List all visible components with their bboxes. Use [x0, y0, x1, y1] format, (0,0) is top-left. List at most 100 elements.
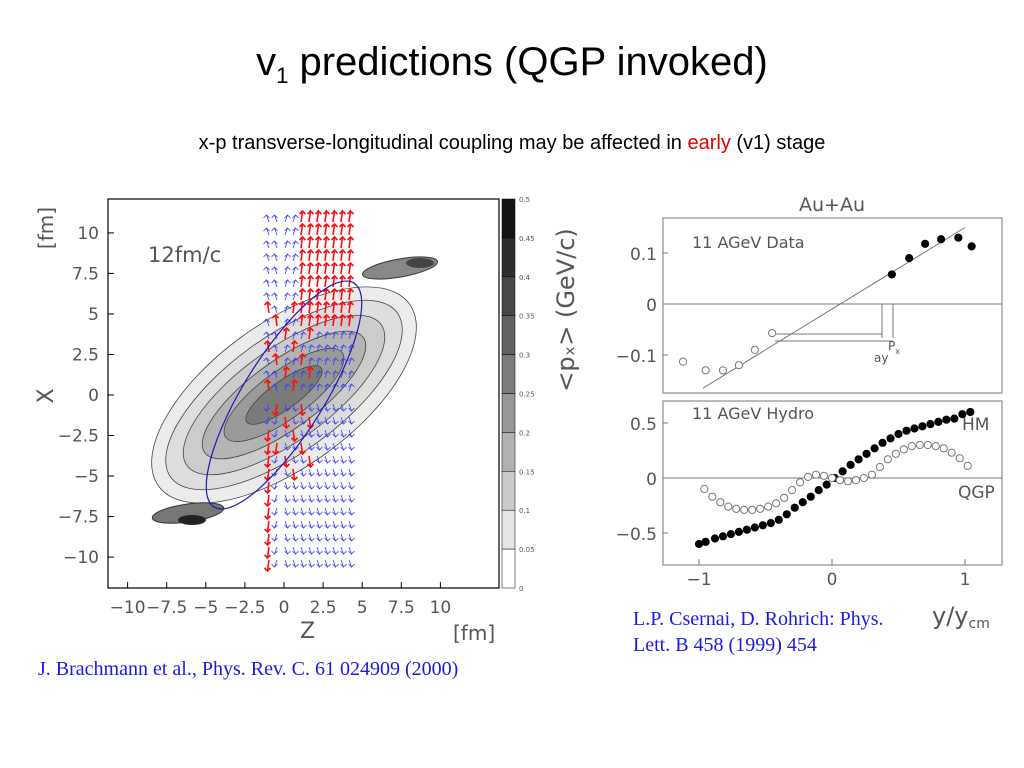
arrow-head [330, 261, 339, 267]
arrow-head [263, 476, 272, 482]
arrow-head [271, 214, 278, 219]
qgp-series-label: QGP [958, 483, 995, 503]
colorbar-swatch [501, 237, 516, 278]
arrow-head [284, 266, 291, 271]
arrow-head [340, 344, 347, 349]
momentum-arrow [284, 507, 288, 516]
momentum-arrow [340, 533, 344, 542]
momentum-arrow [316, 533, 320, 542]
arrow-head [292, 459, 299, 464]
arrow-head [324, 537, 331, 542]
momentum-arrow [348, 442, 352, 451]
qgp-point [700, 484, 709, 494]
momentum-arrow [266, 292, 270, 301]
momentum-arrow [316, 314, 320, 327]
arrow-head [348, 433, 355, 438]
arrow-head [348, 331, 355, 336]
arrow-head [324, 407, 331, 412]
momentum-arrow [324, 236, 328, 249]
momentum-arrow [308, 249, 312, 262]
arrow-head [332, 472, 339, 477]
arrow-head [263, 214, 270, 219]
arrow-head [340, 498, 347, 503]
arrow-head [332, 498, 339, 503]
momentum-arrow [308, 275, 312, 288]
qgp-point [851, 476, 861, 485]
arrow-head [298, 411, 307, 417]
arrow-head [308, 550, 315, 555]
arrow-head [346, 235, 355, 241]
momentum-arrow [332, 301, 336, 314]
momentum-arrow [308, 481, 312, 490]
arrow-head [314, 300, 323, 306]
arrow-head [298, 248, 307, 254]
arrow-head [348, 498, 355, 503]
arrow-head [284, 214, 291, 219]
contour-core-right [406, 258, 434, 268]
arrow-head [292, 266, 299, 271]
momentum-arrow [316, 301, 320, 314]
colorbar: 0.5 0.45 0.4 0.35 0.3 0.25 0.2 0.15 0.1 0.05 0 [501, 196, 535, 593]
momentum-arrow [348, 468, 352, 477]
arrow-head [290, 378, 299, 384]
momentum-arrow [300, 288, 304, 301]
arrow-head [292, 511, 299, 516]
bottom-annotation: 11 AGeV Hydro [692, 404, 814, 423]
right-top-frame [662, 217, 1003, 394]
arrow-head [346, 274, 355, 280]
arrow-head [322, 235, 331, 241]
y-tick-label: 0 [88, 386, 99, 406]
momentum-arrow [316, 468, 320, 477]
momentum-arrow [340, 468, 344, 477]
momentum-arrow [274, 416, 278, 425]
momentum-arrow [316, 520, 320, 529]
y-tick-label: −2.5 [58, 427, 99, 447]
momentum-arrow [266, 214, 270, 223]
momentum-arrow [332, 507, 336, 516]
ay-label: ay [874, 351, 888, 365]
arrow-head [324, 550, 331, 555]
momentum-arrow [340, 403, 344, 412]
momentum-arrow [332, 455, 336, 464]
momentum-arrow [308, 383, 312, 392]
arrow-head [292, 279, 299, 284]
fit-line [702, 227, 966, 389]
arrow-head [316, 407, 323, 412]
bottom-x-tick-label: 1 [960, 570, 971, 590]
momentum-arrow [266, 318, 270, 327]
arrow-head [330, 222, 339, 228]
colorbar-swatch [501, 276, 516, 316]
arrow-head [271, 331, 278, 336]
momentum-arrow [284, 305, 288, 314]
momentum-arrow [284, 240, 288, 249]
momentum-arrow [348, 546, 352, 555]
momentum-arrow [308, 468, 312, 477]
momentum-arrow [274, 442, 278, 455]
momentum-arrow [274, 240, 278, 249]
x-tick-label: 7.5 [388, 598, 415, 618]
arrow-head [332, 459, 339, 464]
arrow-head [284, 407, 291, 412]
arrow-head [300, 370, 307, 375]
arrow-head [263, 502, 272, 508]
momentum-arrow [284, 327, 288, 340]
data-point-filled [921, 239, 930, 248]
arrow-head [324, 357, 331, 362]
momentum-arrow [340, 331, 344, 340]
momentum-arrow [332, 288, 336, 301]
arrow-head [263, 227, 270, 232]
arrow-head [284, 227, 291, 232]
arrow-head [306, 463, 315, 469]
hm-point [942, 415, 951, 424]
colorbar-swatch [501, 471, 516, 511]
arrow-head [300, 331, 307, 336]
colorbar-tick-label: 0.2 [519, 429, 530, 437]
momentum-arrow [332, 331, 336, 340]
arrow-head [340, 407, 347, 412]
arrow-head [316, 472, 323, 477]
momentum-arrow [308, 429, 312, 438]
momentum-arrow [284, 366, 288, 379]
arrow-head [340, 485, 347, 490]
right-x-label: y/ycm [932, 602, 990, 632]
arrow-head [271, 279, 278, 284]
